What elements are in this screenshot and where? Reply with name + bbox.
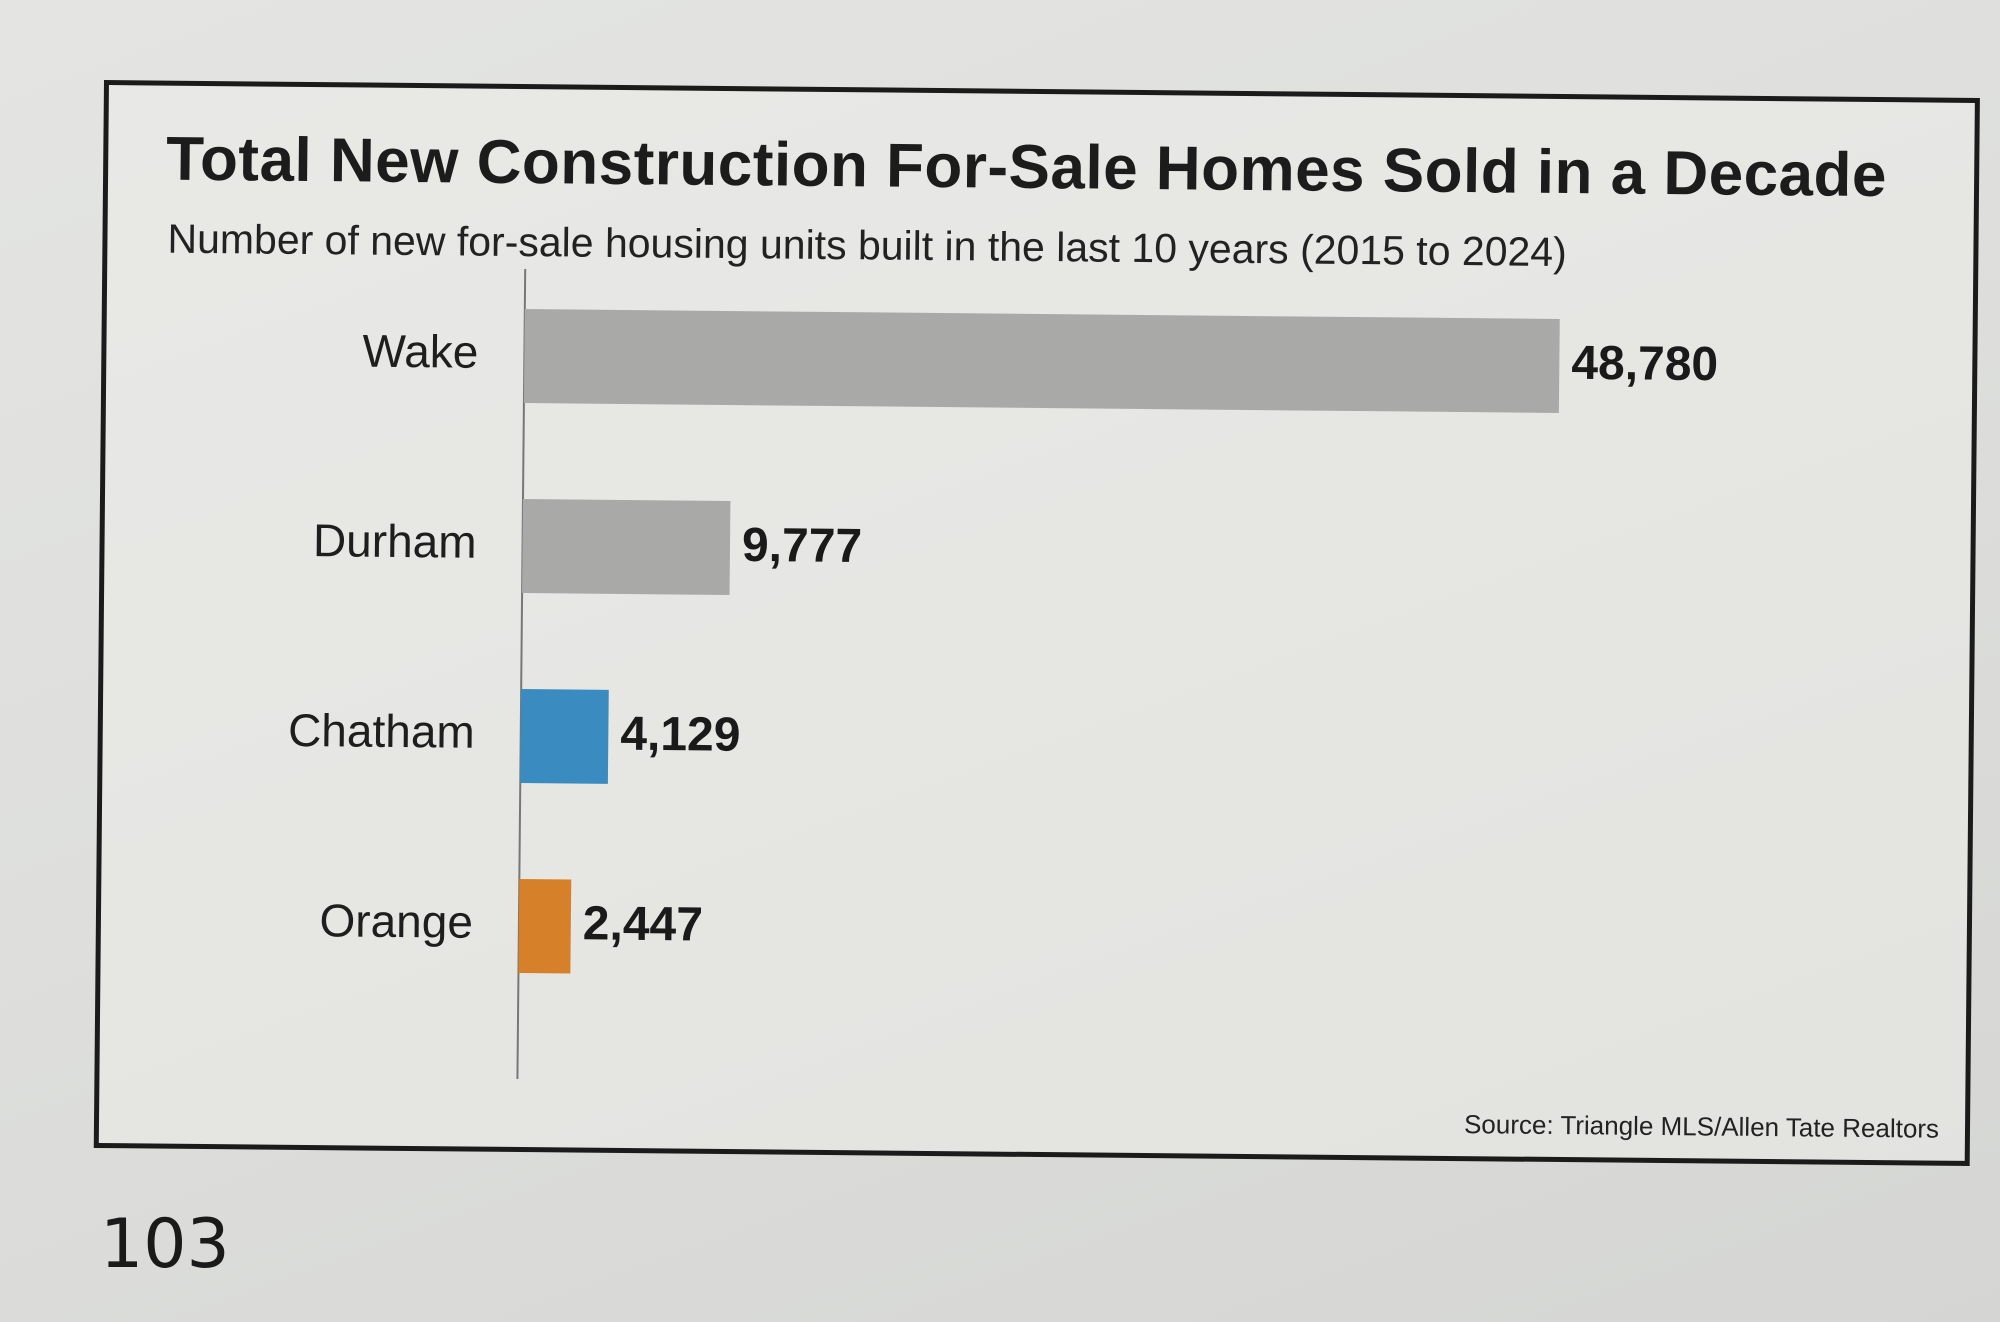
bar-chatham xyxy=(520,689,609,784)
value-label: 2,447 xyxy=(583,897,704,951)
bar-durham xyxy=(522,499,731,596)
category-label: Durham xyxy=(313,514,477,568)
bar-chart: Wake 48,780 Durham 9,777 Chatham 4,129 Orange 2… xyxy=(288,269,1718,1080)
category-label: Chatham xyxy=(288,704,475,758)
value-label: 9,777 xyxy=(742,519,863,573)
category-label: Orange xyxy=(319,894,473,947)
value-label: 4,129 xyxy=(620,708,741,762)
category-label: Wake xyxy=(362,325,478,378)
page-number: 103 xyxy=(100,1205,230,1284)
bar-orange xyxy=(518,879,572,974)
value-label: 48,780 xyxy=(1571,337,1718,391)
bar-wake xyxy=(523,309,1560,413)
chart-source: Source: Triangle MLS/Allen Tate Realtors xyxy=(1463,1109,1940,1144)
chart-frame: Total New Construction For-Sale Homes So… xyxy=(93,80,1980,1166)
